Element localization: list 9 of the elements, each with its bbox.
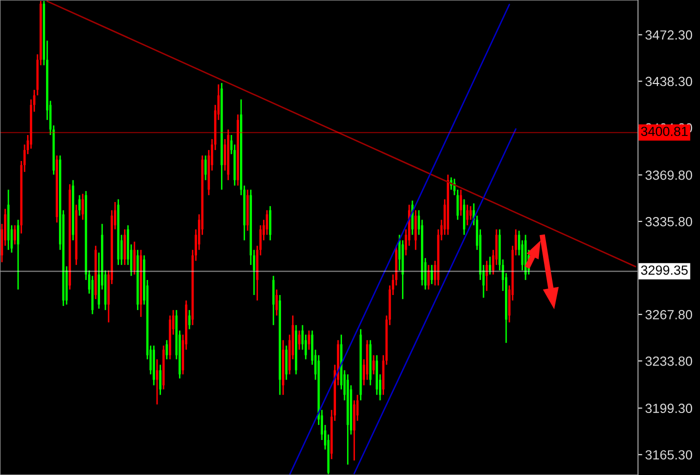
y-tick-label: 3335.80 [645, 216, 692, 226]
y-tick-label: 3472.30 [645, 30, 692, 40]
y-tick-label: 3199.30 [645, 404, 692, 414]
y-tick-label: 3233.80 [645, 356, 692, 366]
y-tick-label: 3165.30 [645, 450, 692, 460]
y-tick-label: 3438.30 [645, 76, 692, 86]
ref-line-label: 3299.35 [641, 265, 688, 275]
y-tick-label: 3267.80 [645, 310, 692, 320]
y-tick-label: 3369.80 [645, 170, 692, 180]
